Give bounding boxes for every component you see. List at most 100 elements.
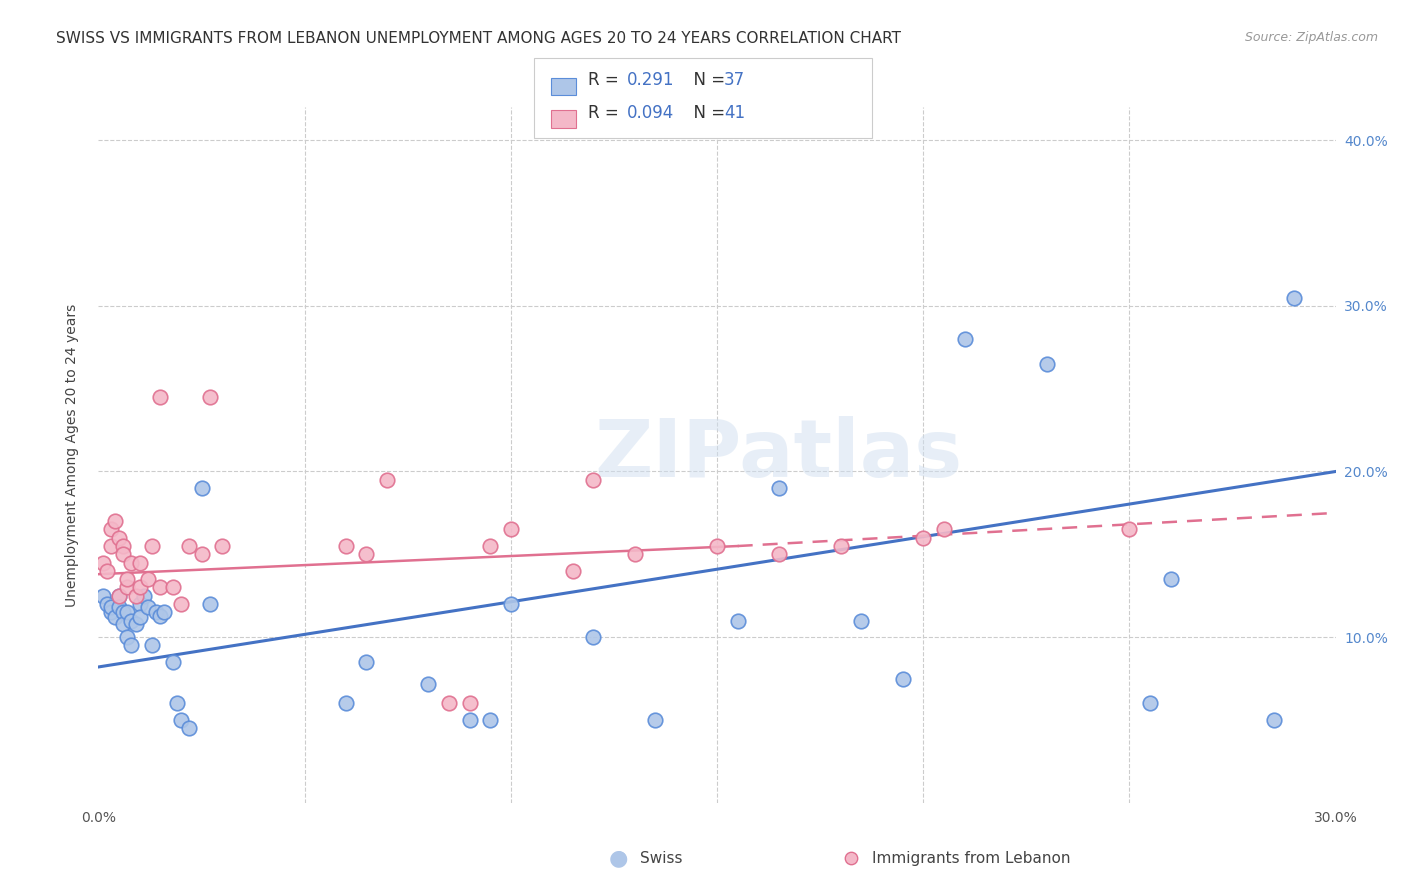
Point [198, 390, 221, 404]
Point [458, 713, 481, 727]
Point [335, 697, 357, 711]
Point [1263, 713, 1285, 727]
Text: R =: R = [588, 71, 628, 89]
Point [149, 390, 172, 404]
Point [117, 572, 139, 586]
Text: N =: N = [683, 71, 731, 89]
Point [912, 531, 935, 545]
Text: ●: ● [609, 848, 628, 868]
Point [132, 589, 155, 603]
Text: N =: N = [683, 104, 731, 122]
Point [149, 608, 172, 623]
Point [166, 697, 188, 711]
Text: ZIPatlas: ZIPatlas [595, 416, 963, 494]
Point [117, 630, 139, 644]
Point [117, 581, 139, 595]
Point [120, 614, 142, 628]
Point [149, 581, 172, 595]
Point [932, 523, 955, 537]
Text: Source: ZipAtlas.com: Source: ZipAtlas.com [1244, 31, 1378, 45]
Point [727, 614, 749, 628]
Point [170, 713, 193, 727]
Point [96, 564, 118, 578]
Point [1118, 523, 1140, 537]
Point [953, 332, 976, 346]
Text: 0.094: 0.094 [627, 104, 675, 122]
Point [145, 605, 167, 619]
Point [100, 539, 122, 553]
Point [96, 597, 118, 611]
Point [1036, 357, 1059, 371]
Point [499, 597, 522, 611]
Point [375, 473, 398, 487]
Point [839, 851, 862, 865]
Point [120, 639, 142, 653]
Point [91, 556, 114, 570]
Point [211, 539, 233, 553]
Point [112, 547, 135, 561]
Point [479, 713, 502, 727]
Point [117, 605, 139, 619]
Point [706, 539, 728, 553]
Point [120, 556, 142, 570]
Point [128, 581, 150, 595]
Point [124, 616, 146, 631]
Point [179, 721, 201, 735]
Point [768, 481, 790, 495]
Point [162, 581, 184, 595]
Point [190, 481, 212, 495]
Point [128, 597, 150, 611]
Text: Immigrants from Lebanon: Immigrants from Lebanon [872, 851, 1070, 865]
Point [479, 539, 502, 553]
Text: SWISS VS IMMIGRANTS FROM LEBANON UNEMPLOYMENT AMONG AGES 20 TO 24 YEARS CORRELAT: SWISS VS IMMIGRANTS FROM LEBANON UNEMPLO… [56, 31, 901, 46]
Point [190, 547, 212, 561]
Text: R =: R = [588, 104, 628, 122]
Point [141, 539, 163, 553]
Point [179, 539, 201, 553]
Point [136, 600, 159, 615]
Point [136, 572, 159, 586]
Point [112, 605, 135, 619]
Point [582, 473, 605, 487]
Point [335, 539, 357, 553]
Point [162, 655, 184, 669]
Point [356, 547, 378, 561]
Point [91, 589, 114, 603]
Text: 37: 37 [724, 71, 745, 89]
Point [108, 589, 131, 603]
Point [128, 610, 150, 624]
Point [100, 600, 122, 615]
Point [623, 547, 645, 561]
Point [561, 564, 583, 578]
Point [768, 547, 790, 561]
Point [128, 556, 150, 570]
Point [104, 610, 127, 624]
Point [458, 697, 481, 711]
Point [100, 605, 122, 619]
Point [582, 630, 605, 644]
Point [437, 697, 460, 711]
Point [170, 597, 193, 611]
Point [124, 589, 146, 603]
Point [830, 539, 852, 553]
Point [141, 639, 163, 653]
Point [851, 614, 873, 628]
Point [356, 655, 378, 669]
Point [607, 851, 630, 865]
Text: 0.291: 0.291 [627, 71, 675, 89]
Point [100, 523, 122, 537]
Point [1284, 291, 1306, 305]
Point [499, 523, 522, 537]
Point [198, 597, 221, 611]
Point [108, 531, 131, 545]
Text: 41: 41 [724, 104, 745, 122]
Y-axis label: Unemployment Among Ages 20 to 24 years: Unemployment Among Ages 20 to 24 years [65, 303, 79, 607]
Text: Swiss: Swiss [640, 851, 682, 865]
Point [108, 600, 131, 615]
Point [418, 676, 440, 690]
Point [108, 589, 131, 603]
Point [153, 605, 176, 619]
Point [1160, 572, 1182, 586]
Point [1139, 697, 1161, 711]
Point [112, 616, 135, 631]
